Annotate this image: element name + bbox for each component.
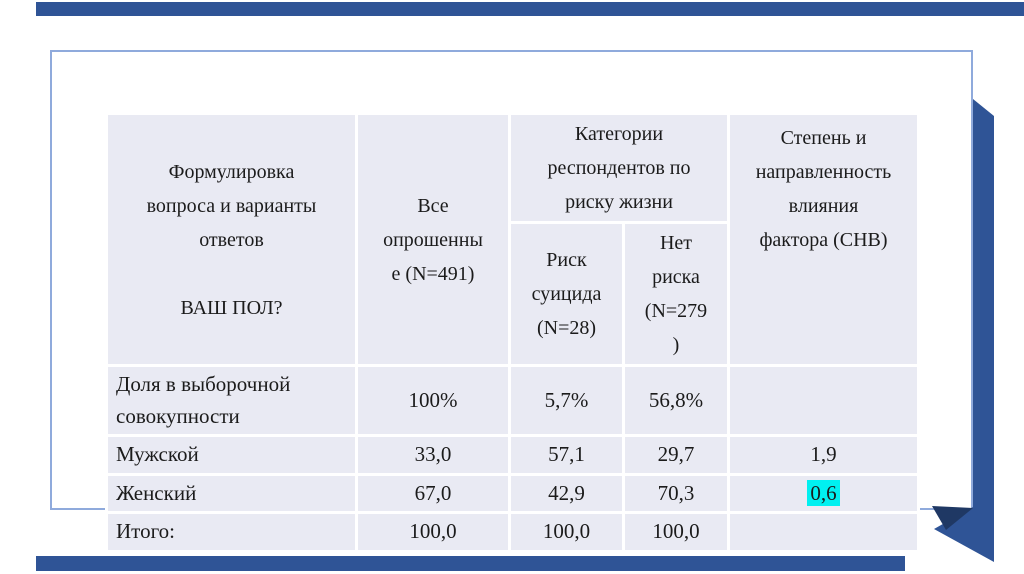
cell-risk: 100,0 bbox=[508, 511, 625, 553]
cell-all: 100% bbox=[355, 364, 511, 437]
row-label: Доля в выборочной совокупности bbox=[105, 364, 358, 437]
table-header-row-1: Формулировка вопроса и варианты ответов … bbox=[105, 112, 920, 367]
cell-cnb-highlighted: 0,6 bbox=[727, 472, 920, 514]
table-row: Итого: 100,0 100,0 100,0 bbox=[105, 511, 920, 553]
header-all-respondents: Все опрошенны е (N=491) bbox=[355, 112, 511, 367]
table-row: Женский 67,0 42,9 70,3 0,6 bbox=[105, 472, 920, 514]
top-accent-bar bbox=[36, 2, 1024, 16]
cell-no-risk: 29,7 bbox=[622, 434, 730, 476]
header-influence-factor: Степень и направленность влияния фактора… bbox=[727, 112, 920, 367]
cell-risk: 42,9 bbox=[508, 472, 625, 514]
survey-table: Формулировка вопроса и варианты ответов … bbox=[105, 112, 920, 553]
highlight-value: 0,6 bbox=[807, 479, 840, 506]
cell-no-risk: 70,3 bbox=[622, 472, 730, 514]
header-categories: Категории респондентов по риску жизни bbox=[508, 112, 730, 224]
cell-cnb: 1,9 bbox=[727, 434, 920, 476]
header-question: Формулировка вопроса и варианты ответов … bbox=[105, 112, 358, 367]
table-row: Доля в выборочной совокупности 100% 5,7%… bbox=[105, 364, 920, 437]
row-label: Итого: bbox=[105, 511, 358, 553]
cell-all: 100,0 bbox=[355, 511, 511, 553]
cell-cnb bbox=[727, 364, 920, 437]
header-suicide-risk: Риск суицида (N=28) bbox=[508, 221, 625, 367]
table-header-row-2: Риск суицида (N=28) Нет риска (N=279 ) bbox=[107, 221, 919, 367]
cell-no-risk: 100,0 bbox=[622, 511, 730, 553]
table-row: Мужской 33,0 57,1 29,7 1,9 bbox=[105, 434, 920, 476]
cell-all: 33,0 bbox=[355, 434, 511, 476]
row-label: Женский bbox=[105, 472, 358, 514]
cell-risk: 5,7% bbox=[508, 364, 625, 437]
row-label: Мужской bbox=[105, 434, 358, 476]
header-no-risk: Нет риска (N=279 ) bbox=[622, 221, 730, 367]
cell-cnb bbox=[727, 511, 920, 553]
cell-risk: 57,1 bbox=[508, 434, 625, 476]
cell-all: 67,0 bbox=[355, 472, 511, 514]
cell-no-risk: 56,8% bbox=[622, 364, 730, 437]
bottom-accent-bar bbox=[36, 556, 905, 571]
